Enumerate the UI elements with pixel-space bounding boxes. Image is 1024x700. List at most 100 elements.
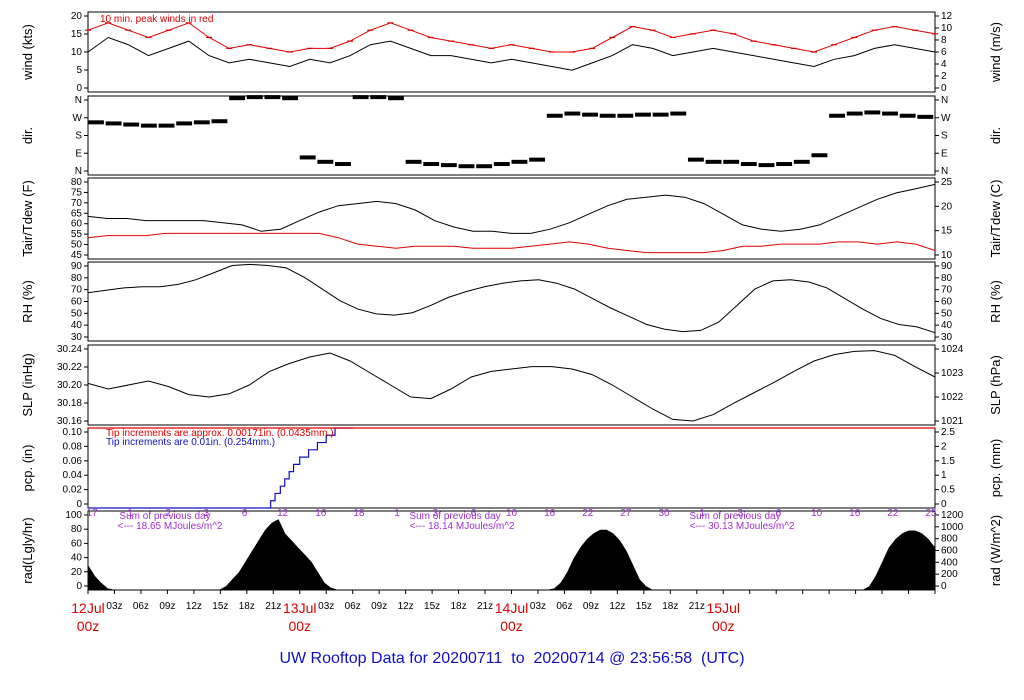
right-tick-label: 6 <box>941 47 947 58</box>
left-tick-label: 30.20 <box>57 380 82 391</box>
day-label-hour: 00z <box>712 618 735 634</box>
hour-label: 03z <box>318 601 334 612</box>
direction-point <box>811 153 828 158</box>
day-label-hour: 00z <box>288 618 311 634</box>
hour-label: 15z <box>212 601 228 612</box>
right-tick-label: 20 <box>941 201 953 212</box>
y-axis-label-right: dir. <box>988 127 1003 144</box>
panel-6: 020406080100020040060080010001200rad(Lgl… <box>20 508 1003 592</box>
right-tick-label: 1000 <box>941 522 964 533</box>
right-tick-label: 30 <box>941 332 953 343</box>
sun-hour-label: 22 <box>887 508 899 519</box>
left-tick-label: 30.18 <box>57 398 82 409</box>
hour-label: 09z <box>371 601 387 612</box>
right-tick-label: 70 <box>941 285 953 296</box>
right-tick-label: 0.5 <box>941 485 955 496</box>
sun-hour-label: 22 <box>582 508 594 519</box>
left-tick-label: N <box>75 95 82 106</box>
sun-hour-label: 10 <box>811 508 823 519</box>
chart-annotation: 10 min. peak winds in red <box>100 14 213 25</box>
left-tick-label: 70 <box>71 285 83 296</box>
right-tick-label: S <box>941 131 948 142</box>
left-tick-label: 50 <box>71 308 83 319</box>
direction-point <box>352 95 369 100</box>
left-tick-label: 30.16 <box>57 416 82 427</box>
right-tick-label: N <box>941 95 948 106</box>
sun-hour-label: 30 <box>658 508 670 519</box>
hour-label: 18z <box>239 601 255 612</box>
panel-frame <box>87 344 936 426</box>
direction-point <box>140 123 157 128</box>
sun-hour-label: 25 <box>925 508 937 519</box>
left-tick-label: 60 <box>71 297 83 308</box>
series-line <box>88 427 353 509</box>
left-tick-label: 30.24 <box>57 344 82 355</box>
right-tick-label: 0 <box>941 83 947 94</box>
panel-5: 0 0.02 0.04 0.06 0.08 0.10 0 0.5 1 1.5 2 2.5 pcp. (i… <box>20 427 1003 510</box>
direction-point <box>599 113 616 118</box>
right-tick-label: 1.5 <box>941 456 955 467</box>
direction-point <box>882 111 898 116</box>
direction-point <box>387 96 404 101</box>
sun-hour-label: 12 <box>277 508 289 519</box>
left-tick-label: 0 <box>76 83 82 94</box>
left-tick-label: S <box>75 131 82 142</box>
pcp-annotation-blue: Tip increments are 0.01in. (0.254mm.) <box>106 437 275 448</box>
right-tick-label: 2 <box>941 441 947 452</box>
daily-sum-title: Sum of previous day <box>409 511 500 522</box>
sun-hour-label: 6 <box>471 508 477 519</box>
left-tick-label: 80 <box>71 524 83 535</box>
right-tick-label: N <box>941 166 948 177</box>
direction-point <box>211 119 228 124</box>
right-tick-label: 10 <box>941 23 953 34</box>
panel-4: 30.16 30.18 30.20 30.22 30.24 1021 1022 1023 102… <box>20 344 1003 427</box>
y-axis-label-right: rad (W/m^2) <box>988 515 1003 586</box>
sun-hour-label: 16 <box>315 508 327 519</box>
left-tick-label: 100 <box>65 510 82 521</box>
right-tick-label: 10 <box>941 250 953 261</box>
hour-label: 15z <box>636 601 652 612</box>
sun-hour-label: 1 <box>699 508 705 519</box>
left-tick-label: 30 <box>71 332 83 343</box>
direction-point <box>405 159 422 164</box>
direction-point <box>123 122 140 127</box>
right-tick-label: 400 <box>941 557 958 568</box>
left-tick-label: 70 <box>71 198 83 209</box>
hour-label: 06z <box>556 601 572 612</box>
sun-hour-label: 16 <box>544 508 556 519</box>
y-axis-label-right: SLP (hPa) <box>988 355 1003 415</box>
right-tick-label: 1 <box>941 470 947 481</box>
left-tick-label: 60 <box>71 538 83 549</box>
direction-point <box>158 123 175 128</box>
right-tick-label: 1021 <box>941 416 964 427</box>
left-tick-label: 40 <box>71 320 83 331</box>
right-tick-label: 2.5 <box>941 427 955 438</box>
series-line <box>87 350 936 422</box>
hour-label: 09z <box>583 601 599 612</box>
y-axis-label-left: wind (kts) <box>20 24 35 81</box>
direction-point <box>529 157 546 162</box>
direction-point <box>829 113 846 118</box>
right-tick-label: 40 <box>941 320 953 331</box>
daily-sum-value: <--- 18.65 MJoules/m^2 <box>117 521 222 532</box>
direction-point <box>246 95 263 100</box>
time-axis: 03z 06z 09z 12z 15z 18z 21z 03z 06z 09z 12z 15z 18z 2… <box>71 590 936 634</box>
sun-hour-label: 3 <box>204 508 210 519</box>
direction-point <box>758 163 775 168</box>
direction-point <box>176 121 193 126</box>
hour-label: 03z <box>530 601 546 612</box>
hour-label: 06z <box>345 601 361 612</box>
direction-point <box>193 120 210 125</box>
direction-point <box>793 159 810 164</box>
direction-point <box>582 112 598 117</box>
direction-point <box>511 159 528 164</box>
left-tick-label: 65 <box>71 208 83 219</box>
y-axis-label-left: dir. <box>20 127 35 144</box>
right-tick-label: 1022 <box>941 392 964 403</box>
right-tick-label: 1023 <box>941 368 964 379</box>
left-tick-label: E <box>75 148 82 159</box>
series-line <box>87 36 936 71</box>
